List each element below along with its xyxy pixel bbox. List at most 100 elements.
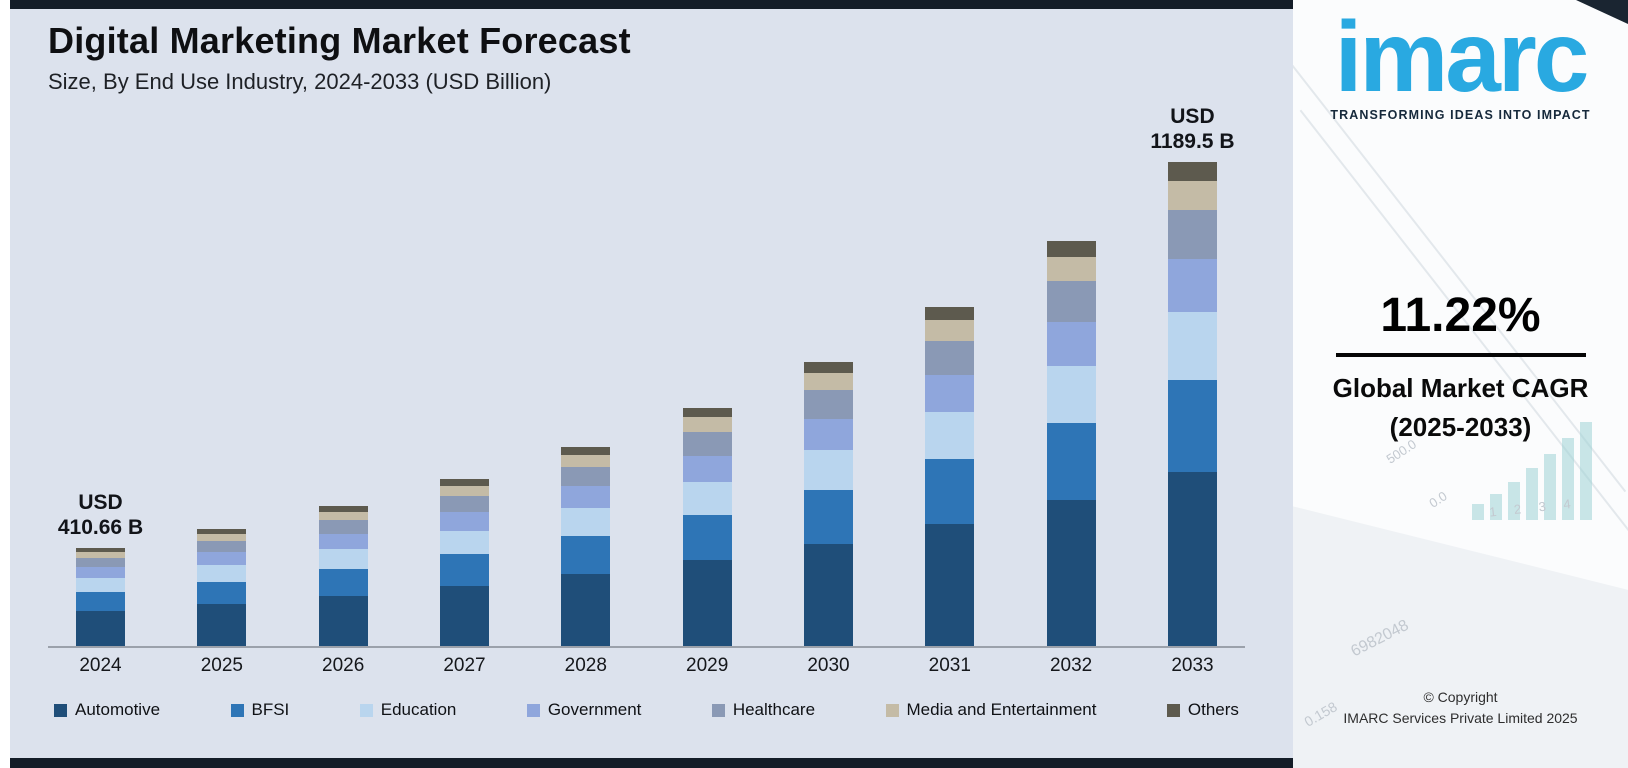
x-axis-label-2028: 2028: [564, 655, 607, 676]
bar-segment-education: [803, 449, 853, 490]
x-axis-label-2033: 2033: [1171, 655, 1214, 676]
x-axis-label-2029: 2029: [686, 655, 729, 676]
bar-segment-government: [925, 374, 975, 412]
bar-column-2027: [412, 101, 517, 646]
chart-title: Digital Marketing Market Forecast: [48, 20, 631, 61]
legend-label: Healthcare: [732, 700, 816, 719]
x-axis: 2024 2025 2026 2027 2028 2029 2030 2031 2032 2033: [48, 655, 1245, 677]
bar-column-2029: [655, 101, 760, 646]
decor-bar: [1580, 422, 1592, 520]
logo-wordmark: imarc: [1334, 1, 1590, 113]
bar-segment-bfsi: [197, 581, 247, 604]
bar-segment-healthcare: [197, 540, 247, 553]
stacked-bar-2026: [318, 506, 368, 646]
decor-bar: [1472, 504, 1484, 520]
bar-segment-education: [561, 508, 611, 537]
x-axis-label-2027: 2027: [443, 655, 486, 676]
bar-segment-bfsi: [925, 459, 975, 524]
bar-column-2028: [533, 101, 638, 646]
bar-segment-education: [682, 481, 732, 516]
bar-segment-bfsi: [1167, 379, 1217, 472]
bar-segment-others: [439, 478, 489, 486]
bar-segment-government: [318, 534, 368, 550]
logo-tagline: TRANSFORMING IDEAS INTO IMPACT: [1330, 108, 1591, 122]
legend-item-government: Government: [526, 700, 642, 720]
copyright-line2: IMARC Services Private Limited 2025: [1343, 709, 1578, 726]
legend-item-others: Others: [1166, 700, 1239, 720]
legend-item-automotive: Automotive: [54, 700, 160, 720]
stacked-bar-2028: [561, 446, 611, 646]
bar-segment-education: [76, 578, 125, 592]
legend-label: Media and Entertainment: [906, 700, 1097, 719]
stacked-bar-2027: [439, 478, 489, 646]
cagr-value: 11.22%: [1380, 289, 1541, 342]
bar-segment-bfsi: [439, 554, 489, 586]
legend-swatch-bfsi: [230, 703, 244, 717]
bar-segment-bfsi: [1046, 423, 1096, 501]
bar-segment-automotive: [197, 603, 247, 646]
copyright-line1: © Copyright: [1423, 689, 1498, 706]
chart-legend: Automotive BFSI Education Government Healthc…: [48, 700, 1245, 720]
bar-segment-media-and-entertainment: [439, 485, 489, 496]
bar-segment-automotive: [439, 585, 489, 646]
bar-column-2031: [897, 101, 1002, 646]
bar-column-2024: USD 410.66 B: [48, 101, 153, 646]
bar-segment-others: [1167, 162, 1217, 182]
decor-bar: [1508, 482, 1520, 520]
bar-segment-healthcare: [1167, 210, 1217, 259]
bar-segment-education: [197, 565, 247, 582]
decor-bar: [1562, 438, 1574, 520]
legend-swatch-education: [359, 703, 373, 717]
x-axis-label-2024: 2024: [79, 655, 122, 676]
bar-segment-automotive: [76, 610, 125, 646]
legend-label: Government: [547, 700, 642, 719]
legend-swatch-media-and-entertainment: [885, 703, 899, 717]
bar-segment-bfsi: [76, 591, 125, 611]
stacked-bar-2031: [925, 306, 975, 646]
cagr-block: 11.22% Global Market CAGR (2025-2033): [1293, 288, 1628, 447]
bar-segment-others: [682, 407, 732, 418]
bar-value-label-2033: USD 1189.5 B: [1150, 104, 1235, 154]
bar-segment-automotive: [318, 595, 368, 646]
bar-segment-others: [561, 446, 611, 455]
bar-segment-automotive: [803, 543, 853, 646]
bar-segment-automotive: [925, 523, 975, 646]
bar-segment-education: [1046, 366, 1096, 424]
bar-segment-education: [318, 549, 368, 570]
x-axis-label-2031: 2031: [928, 655, 971, 676]
bar-segment-government: [1167, 258, 1217, 313]
bar-segment-others: [1046, 240, 1096, 258]
top-border-strip: [10, 0, 1293, 9]
legend-swatch-automotive: [54, 703, 67, 717]
bar-segment-healthcare: [439, 495, 489, 513]
bar-segment-government: [76, 567, 125, 579]
decor-bar: [1490, 494, 1502, 520]
bar-value-label-2024: USD 410.66 B: [57, 490, 144, 540]
bar-segment-bfsi: [803, 489, 853, 544]
cagr-label-line2: (2025-2033): [1389, 411, 1532, 442]
brand-panel: 500.0 0.0 1 2 3 4 6982048 0.158 imarc TR…: [1293, 0, 1628, 768]
chart-panel: Digital Marketing Market Forecast Size, …: [10, 0, 1293, 768]
bar-segment-government: [197, 552, 247, 566]
bar-segment-healthcare: [1046, 281, 1096, 322]
bar-segment-media-and-entertainment: [318, 511, 368, 521]
bar-segment-bfsi: [561, 536, 611, 575]
bar-segment-others: [76, 547, 125, 552]
bar-segment-media-and-entertainment: [925, 320, 975, 341]
bar-segment-healthcare: [318, 520, 368, 535]
bar-segment-education: [925, 411, 975, 460]
decor-bar: [1544, 454, 1556, 520]
bar-segment-healthcare: [925, 340, 975, 375]
x-axis-label-2026: 2026: [322, 655, 365, 676]
cagr-label: Global Market CAGR (2025-2033): [1293, 369, 1628, 447]
decor-mini-bar-chart: [1472, 416, 1592, 520]
bar-column-2026: [291, 101, 396, 646]
stacked-bar-2032: [1046, 240, 1096, 646]
bottom-border-strip: [10, 758, 1293, 768]
bar-segment-healthcare: [803, 390, 853, 419]
bar-segment-education: [439, 530, 489, 555]
bar-segment-government: [803, 418, 853, 450]
bar-segment-others: [318, 506, 368, 512]
stacked-bar-2025: [197, 528, 247, 646]
bar-segment-government: [1046, 321, 1096, 367]
